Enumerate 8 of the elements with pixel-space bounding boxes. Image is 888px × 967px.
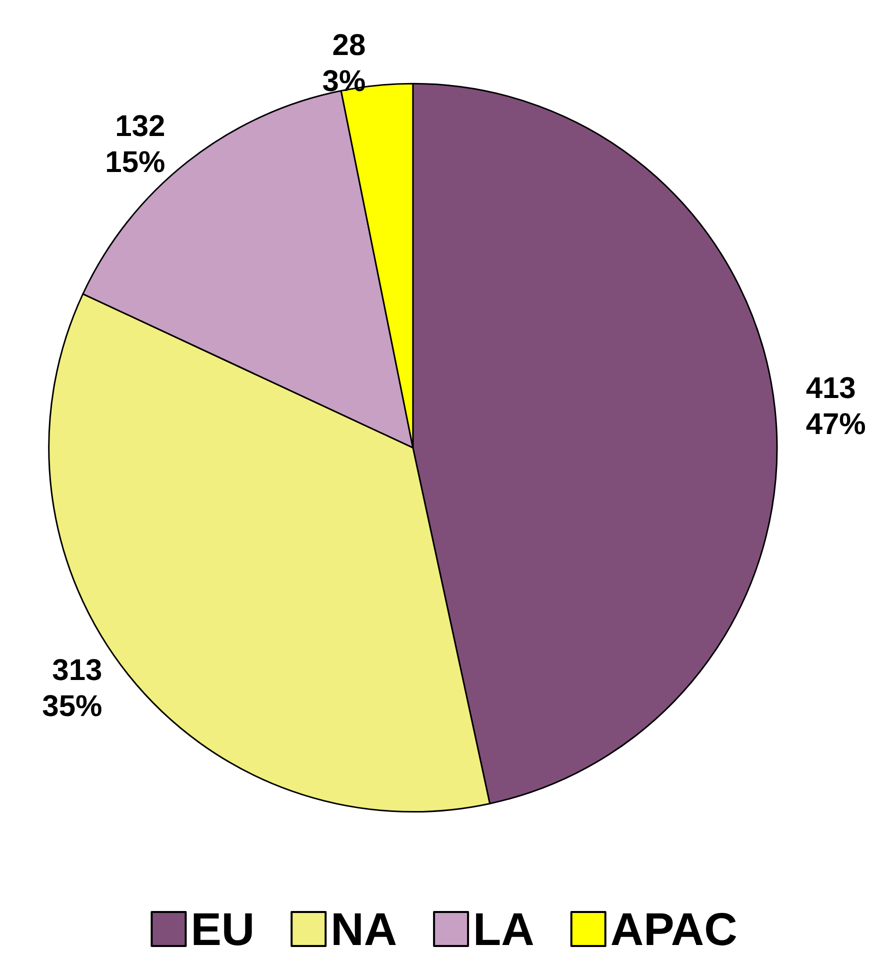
data-label: 132 15% bbox=[105, 110, 166, 179]
data-label: 413 47% bbox=[806, 372, 866, 442]
data-label: 28 3% bbox=[322, 29, 366, 98]
data-label: 313 35% bbox=[42, 654, 102, 724]
legend-label: EU bbox=[190, 903, 255, 955]
legend-label: NA bbox=[330, 903, 398, 955]
legend-label: APAC bbox=[610, 903, 738, 955]
legend-label: LA bbox=[473, 903, 534, 955]
